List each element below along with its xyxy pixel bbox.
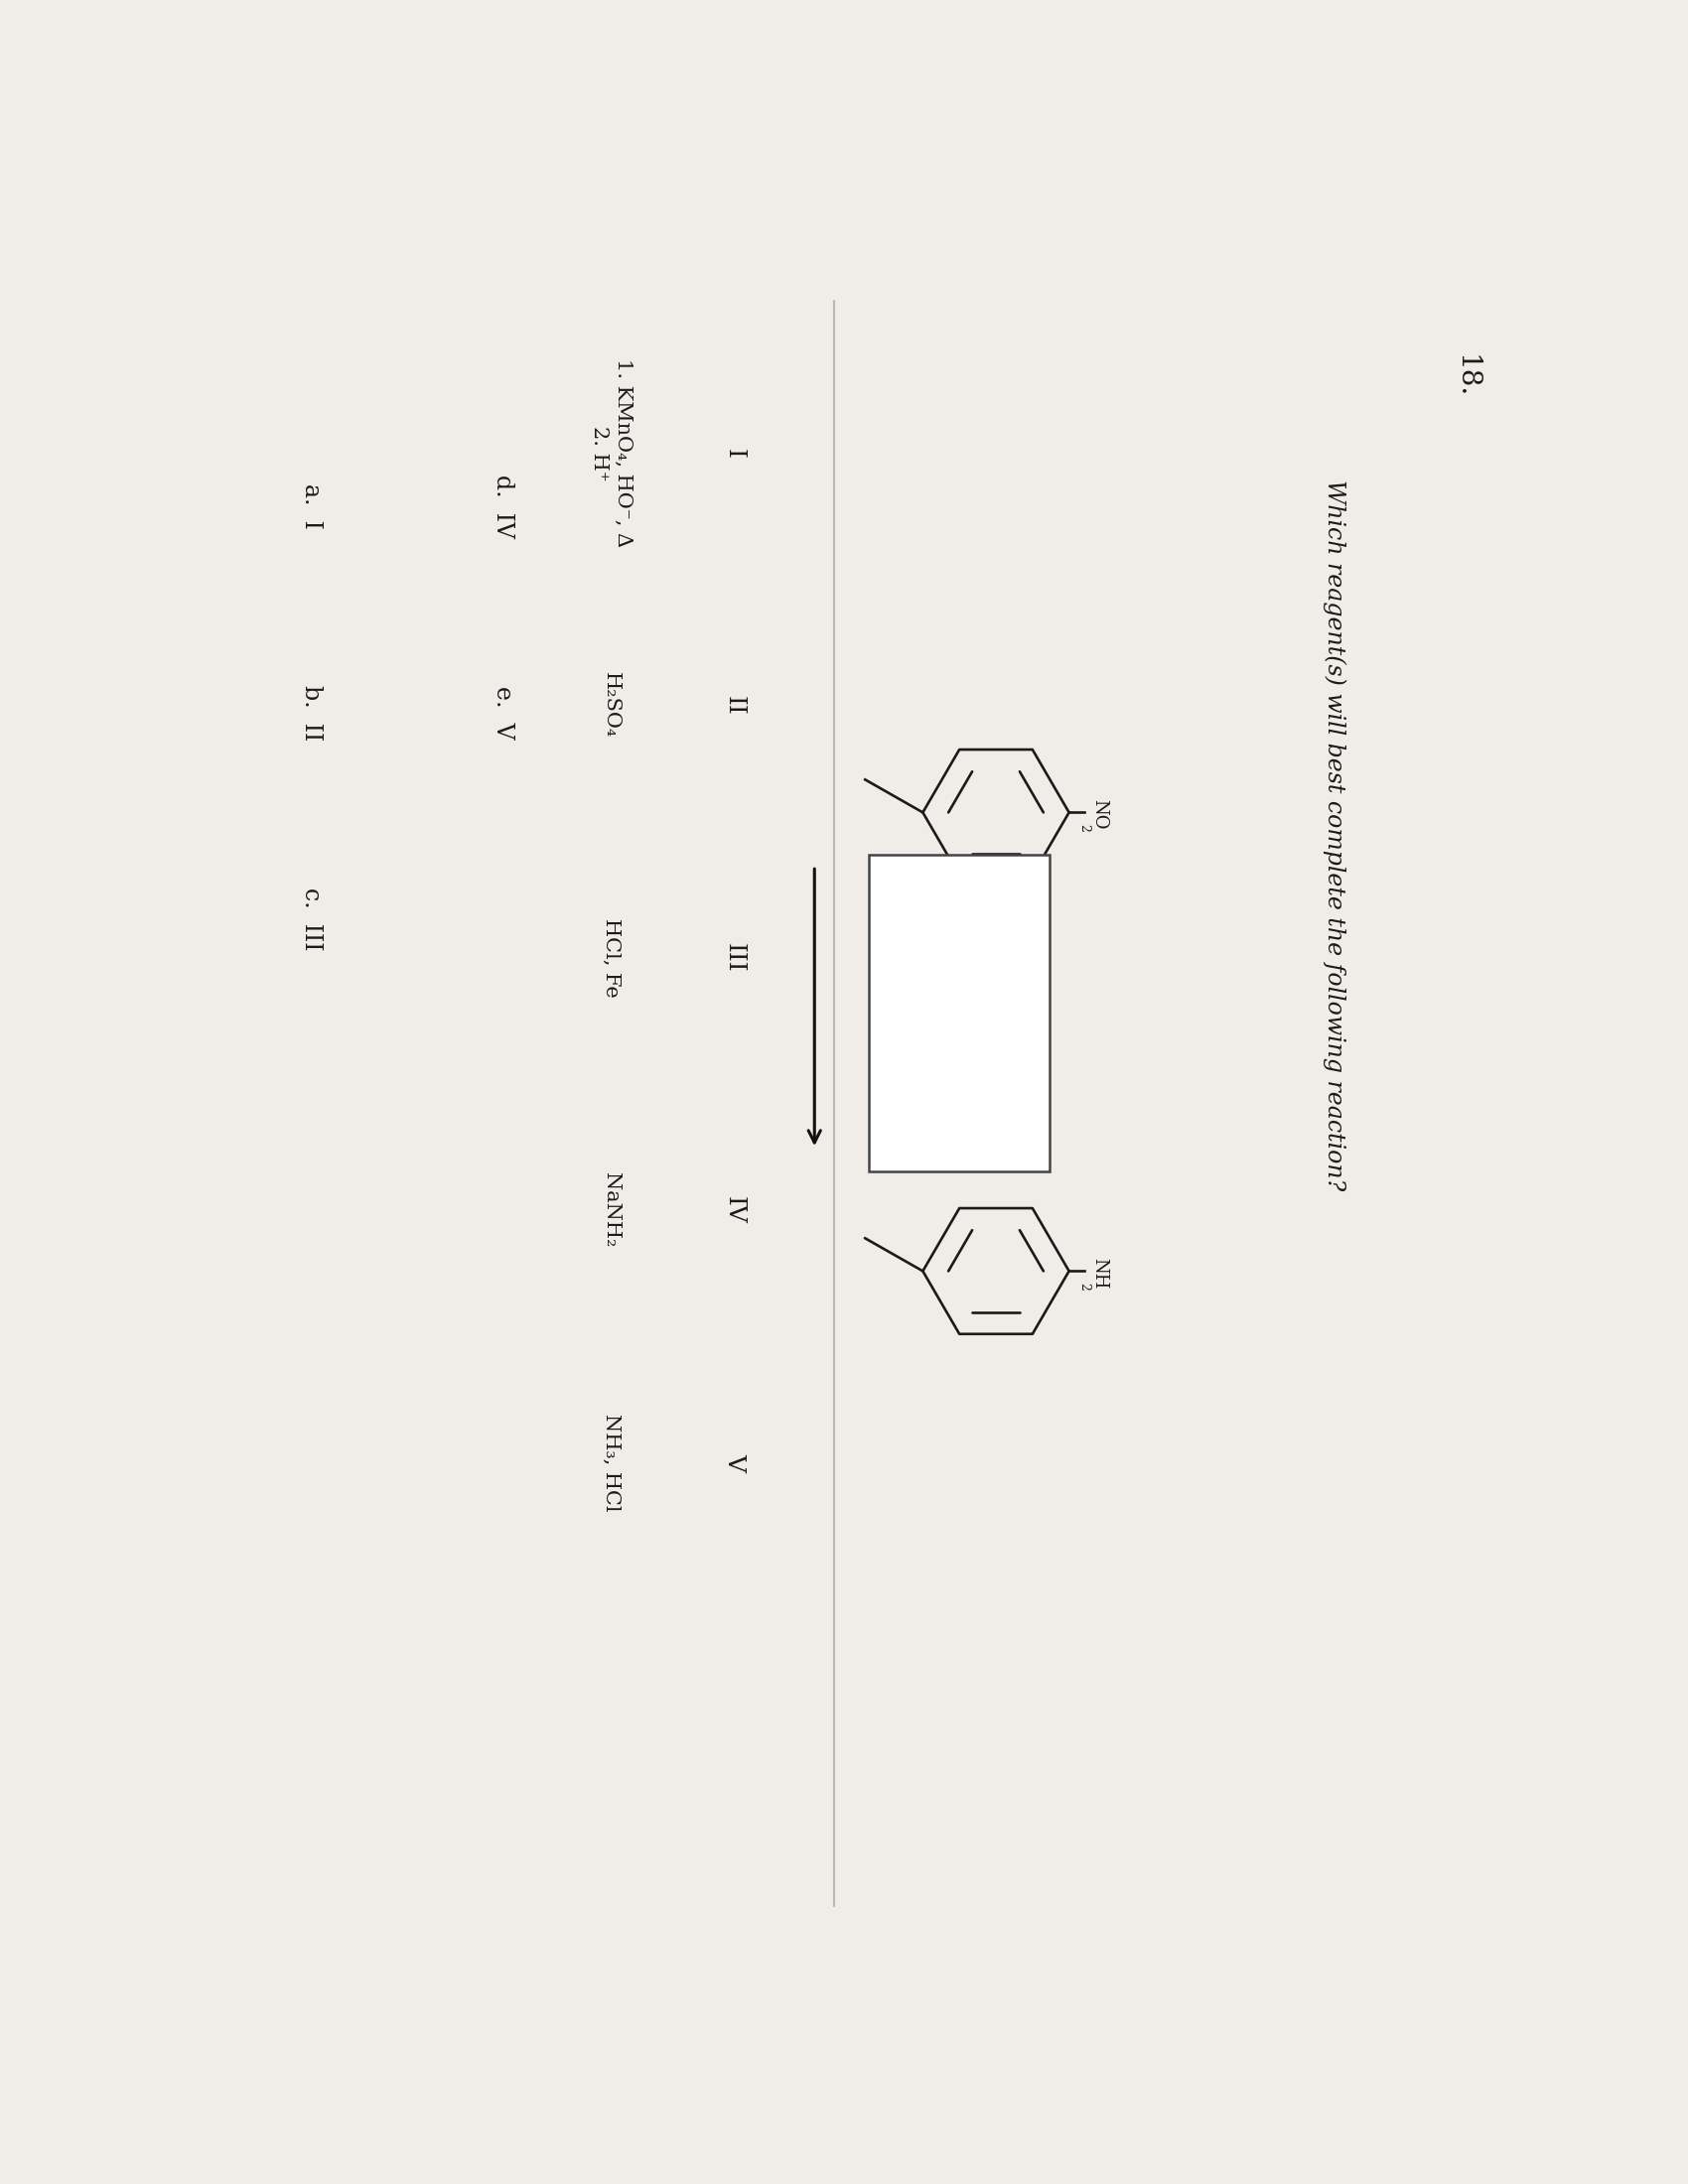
Text: Which reagent(s) will best complete the following reaction?: Which reagent(s) will best complete the … <box>1323 480 1347 1190</box>
Text: d.  IV: d. IV <box>491 474 515 539</box>
Text: NaNH₂: NaNH₂ <box>601 1173 621 1247</box>
Text: III: III <box>722 943 746 972</box>
Bar <box>869 854 1050 1171</box>
Text: a.  I: a. I <box>300 485 322 529</box>
Text: 2: 2 <box>1077 823 1090 832</box>
Text: I: I <box>722 448 746 459</box>
Text: HCl, Fe: HCl, Fe <box>601 917 621 998</box>
Text: 2: 2 <box>1077 1282 1090 1291</box>
Text: V: V <box>722 1452 746 1472</box>
Text: c.  III: c. III <box>300 889 322 950</box>
Text: NH: NH <box>1090 1258 1109 1289</box>
Text: e.  V: e. V <box>491 686 515 740</box>
Text: NO: NO <box>1090 799 1109 830</box>
Text: H₂SO₄: H₂SO₄ <box>601 673 621 738</box>
Text: 18.: 18. <box>1452 354 1479 400</box>
Text: 1. KMnO₄, HO⁻, Δ
2. H⁺: 1. KMnO₄, HO⁻, Δ 2. H⁺ <box>589 358 633 548</box>
Text: NH₃, HCl: NH₃, HCl <box>601 1413 621 1511</box>
Text: b.  II: b. II <box>300 686 322 740</box>
Text: IV: IV <box>722 1197 746 1223</box>
Text: II: II <box>722 697 746 714</box>
